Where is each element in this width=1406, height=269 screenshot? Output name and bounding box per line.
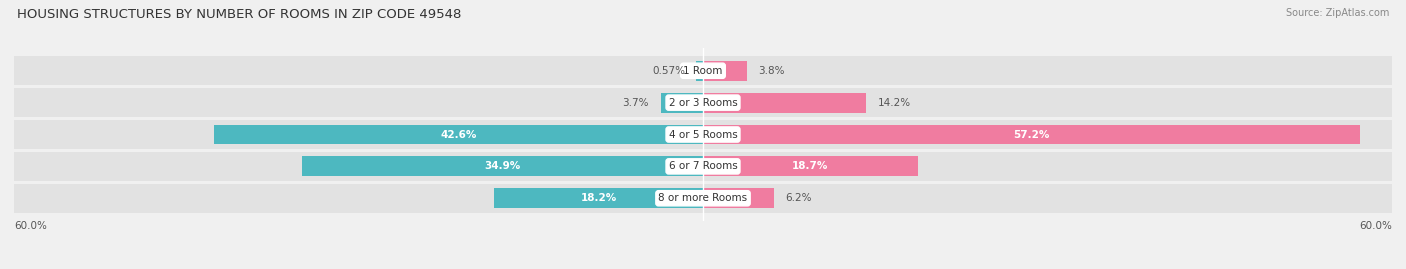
Text: Source: ZipAtlas.com: Source: ZipAtlas.com [1285,8,1389,18]
Bar [302,157,703,176]
Bar [14,152,703,181]
Text: 8 or more Rooms: 8 or more Rooms [658,193,748,203]
Bar [661,93,703,112]
Text: 3.8%: 3.8% [758,66,785,76]
Bar [703,125,1360,144]
Bar [494,188,703,208]
Text: 42.6%: 42.6% [440,129,477,140]
Text: 18.2%: 18.2% [581,193,617,203]
Text: 6.2%: 6.2% [786,193,813,203]
Text: HOUSING STRUCTURES BY NUMBER OF ROOMS IN ZIP CODE 49548: HOUSING STRUCTURES BY NUMBER OF ROOMS IN… [17,8,461,21]
Text: 2 or 3 Rooms: 2 or 3 Rooms [669,98,737,108]
Bar [703,120,1392,149]
Text: 0.57%: 0.57% [652,66,685,76]
Bar [703,184,1392,213]
Bar [14,56,703,85]
Text: 14.2%: 14.2% [877,98,911,108]
Bar [703,93,866,112]
Text: 4 or 5 Rooms: 4 or 5 Rooms [669,129,737,140]
Text: 57.2%: 57.2% [1014,129,1050,140]
Text: 60.0%: 60.0% [14,221,46,231]
Text: 18.7%: 18.7% [792,161,828,171]
Text: 1 Room: 1 Room [683,66,723,76]
Bar [703,61,747,81]
Bar [703,56,1392,85]
Bar [14,184,703,213]
Bar [703,88,1392,117]
Text: 34.9%: 34.9% [485,161,520,171]
Bar [703,157,918,176]
Text: 60.0%: 60.0% [1360,221,1392,231]
Bar [14,120,703,149]
Bar [703,152,1392,181]
Bar [214,125,703,144]
Text: 6 or 7 Rooms: 6 or 7 Rooms [669,161,737,171]
Bar [696,61,703,81]
Bar [703,188,775,208]
Bar [14,88,703,117]
Text: 3.7%: 3.7% [623,98,650,108]
